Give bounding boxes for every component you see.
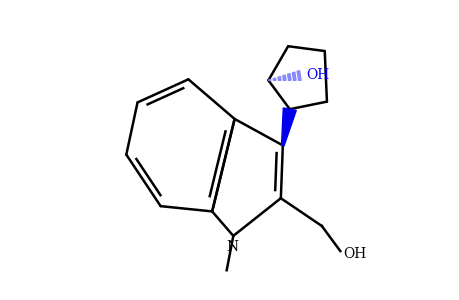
Text: OH: OH: [342, 247, 365, 261]
Polygon shape: [277, 76, 280, 80]
Text: OH: OH: [305, 68, 329, 82]
Polygon shape: [281, 108, 296, 146]
Polygon shape: [273, 78, 275, 80]
Polygon shape: [292, 72, 296, 80]
Polygon shape: [282, 75, 285, 80]
Text: N: N: [225, 240, 237, 254]
Polygon shape: [297, 70, 301, 80]
Polygon shape: [287, 74, 291, 80]
